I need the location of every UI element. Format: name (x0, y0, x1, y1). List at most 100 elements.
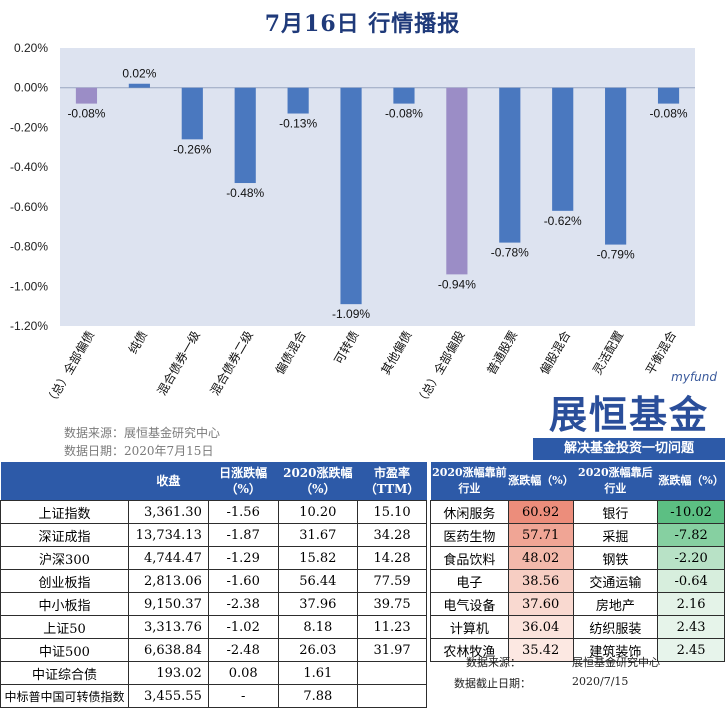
y-tick-label: -0.60% (10, 200, 48, 214)
col-header-top-industry: 2020涨幅靠前行业 (430, 462, 509, 501)
chart-date: 数据日期：2020年7月15日 (64, 444, 214, 458)
table-row: 中小板指 9,150.37 -2.38 37.96 39.75 (0, 592, 427, 616)
plot-area (60, 48, 695, 326)
index-name-cell: 上证指数 (0, 500, 129, 524)
close-cell: 9,150.37 (127, 592, 209, 616)
bottom-change-cell: -10.02 (657, 500, 725, 524)
ytd-change-cell: 1.61 (277, 661, 359, 685)
data-label: 0.02% (122, 67, 156, 81)
daily-change-cell: -1.87 (207, 523, 279, 547)
col-header-top-change: 涨跌幅（%） (508, 462, 574, 501)
top-change-cell: 60.92 (507, 500, 574, 524)
x-tick-label: 可转债 (331, 328, 362, 367)
top-change-cell: 37.60 (507, 592, 574, 616)
top-industry-cell: 电气设备 (430, 592, 509, 616)
ytd-change-cell: 7.88 (277, 684, 359, 708)
daily-change-cell: -1.60 (207, 569, 279, 593)
table-row: 电气设备 37.60 房地产 2.16 (430, 592, 725, 616)
top-industry-cell: 休闲服务 (430, 500, 509, 524)
daily-change-cell: -1.02 (207, 615, 279, 639)
bottom-change-cell: -7.82 (657, 523, 725, 547)
bottom-change-cell: 2.43 (657, 615, 725, 639)
pe-cell: 14.28 (357, 546, 427, 570)
top-industry-cell: 食品饮料 (430, 546, 509, 570)
pe-cell (357, 661, 427, 685)
bottom-industry-cell: 纺织服装 (572, 615, 659, 639)
close-cell: 2,813.06 (127, 569, 209, 593)
ytd-change-cell: 26.03 (277, 638, 359, 662)
x-tick-label: （总）全部偏债 (42, 328, 97, 408)
bar (499, 87, 521, 243)
data-label: -1.09% (332, 307, 370, 321)
table-row: 医药生物 57.71 采掘 -7.82 (430, 523, 725, 547)
close-cell: 193.02 (127, 661, 209, 685)
bottom-change-cell: 2.45 (657, 638, 725, 662)
ytd-change-cell: 56.44 (277, 569, 359, 593)
top-industry-cell: 农林牧渔 (430, 638, 509, 662)
x-tick-label: 偏债混合 (272, 328, 309, 377)
ytd-change-cell: 10.20 (277, 500, 359, 524)
bar (75, 87, 98, 104)
daily-change-cell: - (207, 684, 279, 708)
bottom-industry-cell: 银行 (572, 500, 659, 524)
table-row: 上证50 3,313.76 -1.02 8.18 11.23 (0, 615, 427, 639)
col-header-ytd: 2020涨跌幅（%） (278, 462, 358, 501)
y-tick-label: -0.40% (10, 160, 48, 174)
pe-cell (357, 684, 427, 708)
bar (340, 87, 362, 305)
table-row: 中证500 6,638.84 -2.48 26.03 31.97 (0, 638, 427, 662)
logo: myfund 展恒基金 解决基金投资一切问题 (533, 368, 725, 462)
table-row: 创业板指 2,813.06 -1.60 56.44 77.59 (0, 569, 427, 593)
data-label: -0.08% (385, 107, 423, 121)
close-cell: 4,744.47 (127, 546, 209, 570)
x-tick-label: 普通股票 (484, 329, 520, 378)
bottom-industry-cell: 交通运输 (572, 569, 659, 593)
bar (552, 87, 574, 211)
bar (393, 87, 415, 104)
data-label: -0.48% (226, 186, 264, 200)
pe-cell: 77.59 (357, 569, 427, 593)
bottom-industry-cell: 房地产 (572, 592, 659, 616)
index-name-cell: 中证500 (0, 638, 129, 662)
bar (446, 87, 468, 275)
data-label: -0.08% (650, 107, 688, 121)
bottom-industry-cell: 建筑装饰 (572, 638, 659, 662)
col-header-daily: 日涨跌幅（%） (208, 462, 278, 501)
top-change-cell: 48.02 (507, 546, 574, 570)
index-name-cell: 中证综合债 (0, 661, 129, 685)
bar (657, 87, 680, 104)
x-tick-label: 混合债券二级 (207, 328, 256, 398)
industry-table: 2020涨幅靠前行业 涨跌幅（%） 2020涨幅靠后行业 涨跌幅（%） 休闲服务… (430, 462, 725, 662)
table-row: 电子 38.56 交通运输 -0.64 (430, 569, 725, 593)
table-row: 农林牧渔 35.42 建筑装饰 2.45 (430, 638, 725, 662)
index-name-cell: 深证成指 (0, 523, 129, 547)
x-tick-label: 纯债 (126, 329, 150, 357)
index-name-cell: 中小板指 (0, 592, 129, 616)
top-industry-cell: 计算机 (430, 615, 509, 639)
index-name-cell: 上证50 (0, 615, 129, 639)
data-label: -0.94% (438, 277, 476, 291)
close-cell: 3,455.55 (127, 684, 209, 708)
y-tick-label: -1.00% (10, 279, 48, 293)
table-source-label: 数据来源： (466, 656, 521, 669)
data-label: -0.62% (544, 214, 582, 228)
pe-cell: 31.97 (357, 638, 427, 662)
y-tick-label: 0.20% (14, 41, 48, 55)
data-label: -0.13% (279, 117, 317, 131)
table-row: 沪深300 4,744.47 -1.29 15.82 14.28 (0, 546, 427, 570)
daily-change-cell: -1.56 (207, 500, 279, 524)
bar (234, 87, 256, 184)
bottom-change-cell: -0.64 (657, 569, 725, 593)
top-industry-cell: 医药生物 (430, 523, 509, 547)
chart-source: 数据来源：展恒基金研究中心 (64, 426, 221, 440)
x-tick-label: 混合债券一级 (154, 328, 203, 398)
table-row: 上证指数 3,361.30 -1.56 10.20 15.10 (0, 500, 427, 524)
index-table: 收盘 日涨跌幅（%） 2020涨跌幅（%） 市盈率（TTM） 上证指数 3,361… (0, 462, 427, 708)
bottom-industry-cell: 钢铁 (572, 546, 659, 570)
index-name-cell: 中标普中国可转债指数 (0, 684, 129, 708)
logo-brand: myfund (671, 370, 717, 384)
col-header-bottom-industry: 2020涨幅靠后行业 (573, 462, 658, 501)
y-tick-label: -0.80% (10, 240, 48, 254)
data-label: -0.78% (491, 246, 529, 260)
table-date-value: 2020/7/15 (572, 675, 629, 688)
